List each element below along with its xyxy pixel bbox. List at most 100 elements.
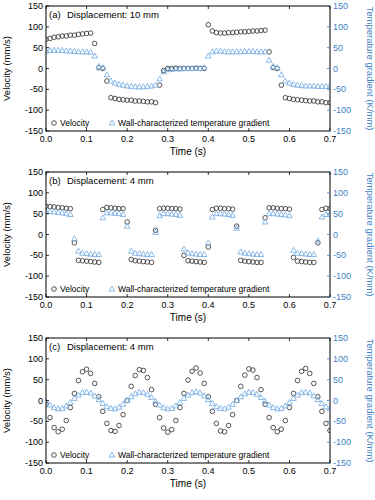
y-tick	[46, 379, 49, 380]
data-point	[205, 397, 211, 402]
data-point	[226, 423, 231, 428]
y-tick-label: -50	[30, 416, 43, 426]
data-point	[72, 241, 77, 246]
x-tick-label: 0.2	[121, 134, 134, 144]
data-point	[149, 395, 155, 400]
y2-tick-label: -100	[333, 437, 351, 447]
data-point	[84, 367, 89, 372]
data-point	[100, 65, 106, 70]
data-point	[206, 22, 211, 27]
data-point	[262, 49, 268, 54]
data-point	[307, 371, 312, 376]
y-tick-label: 50	[33, 43, 43, 53]
y-tick	[46, 463, 49, 464]
y-tick-label: -100	[25, 437, 43, 447]
data-point	[251, 368, 256, 373]
data-point	[287, 213, 293, 218]
data-point	[64, 418, 69, 423]
x-axis-label: Time (s)	[170, 146, 206, 157]
data-point	[267, 415, 272, 420]
legend-label: Wall-characterized temperature gradient	[118, 450, 270, 460]
x-tick-top	[330, 338, 331, 341]
data-point	[202, 381, 207, 386]
data-point	[76, 248, 82, 253]
x-tick-label: 0.2	[121, 300, 134, 310]
data-point	[48, 415, 53, 420]
figure-root: 0.00.10.20.30.40.50.60.7-150-100-5005010…	[0, 0, 375, 500]
data-point	[259, 260, 264, 265]
data-point	[210, 409, 215, 414]
data-group	[46, 22, 330, 105]
y-tick	[46, 255, 49, 256]
y-axis-label: Velocity (mm/s)	[1, 36, 12, 101]
data-point	[96, 252, 102, 257]
annotation: Displacement: 4 mm	[67, 175, 154, 186]
x-tick-label: 0.5	[243, 466, 256, 476]
x-tick-label: 0.6	[283, 466, 296, 476]
data-point	[96, 397, 102, 402]
y-tick	[46, 276, 49, 277]
data-point	[92, 393, 98, 398]
y2-tick	[327, 338, 330, 339]
data-point	[238, 384, 243, 389]
x-tick	[46, 460, 47, 463]
y2-tick	[327, 421, 330, 422]
y-tick	[46, 6, 49, 7]
data-point	[263, 28, 268, 33]
data-point	[230, 212, 236, 217]
y2-tick	[327, 400, 330, 401]
y2-tick	[327, 6, 330, 7]
x-tick	[86, 294, 87, 297]
x-axis-label: Time (s)	[170, 478, 206, 489]
y2-tick-label: 150	[333, 333, 348, 343]
data-point	[174, 418, 179, 423]
plot-frame	[46, 172, 330, 297]
y-tick-label: 50	[33, 375, 43, 385]
y2-tick	[327, 234, 330, 235]
data-point	[169, 427, 174, 432]
data-point	[72, 236, 78, 241]
data-point	[68, 212, 74, 217]
x-tick-label: 0.6	[283, 300, 296, 310]
data-point	[92, 53, 98, 58]
y2-tick-label: -150	[333, 458, 351, 468]
y-tick-label: 0	[38, 396, 43, 406]
y2-tick-label: 50	[333, 375, 343, 385]
data-point	[149, 387, 154, 392]
y2-tick-label: -150	[333, 292, 351, 302]
x-tick-label: 0.2	[121, 466, 134, 476]
data-point	[214, 404, 220, 409]
y-tick	[46, 297, 49, 298]
x-tick	[167, 294, 168, 297]
data-point	[323, 404, 329, 409]
x-tick	[208, 128, 209, 131]
y2-tick-label: 100	[333, 22, 348, 32]
data-point	[68, 206, 73, 211]
x-tick-top	[330, 172, 331, 175]
annotation: Displacement: 10 mm	[67, 9, 159, 20]
data-point	[145, 391, 151, 396]
data-group	[46, 204, 330, 265]
data-point	[201, 65, 207, 70]
y-tick	[46, 213, 49, 214]
x-tick-top	[208, 6, 209, 9]
y-tick-label: -50	[30, 250, 43, 260]
data-point	[190, 369, 195, 374]
y-tick-label: 100	[28, 22, 43, 32]
data-point	[303, 366, 308, 371]
plot-frame	[46, 6, 330, 131]
x-tick	[248, 294, 249, 297]
y2-tick-label: -100	[333, 271, 351, 281]
data-point	[295, 378, 300, 383]
data-point	[141, 368, 146, 373]
data-point	[101, 409, 106, 414]
data-point	[311, 260, 316, 265]
y-tick	[46, 400, 49, 401]
data-point	[100, 400, 106, 405]
y-tick-label: 50	[33, 209, 43, 219]
y2-tick	[327, 276, 330, 277]
data-group	[46, 366, 330, 435]
data-point	[258, 252, 264, 257]
y-tick	[46, 421, 49, 422]
y2-tick-label: 0	[333, 396, 338, 406]
